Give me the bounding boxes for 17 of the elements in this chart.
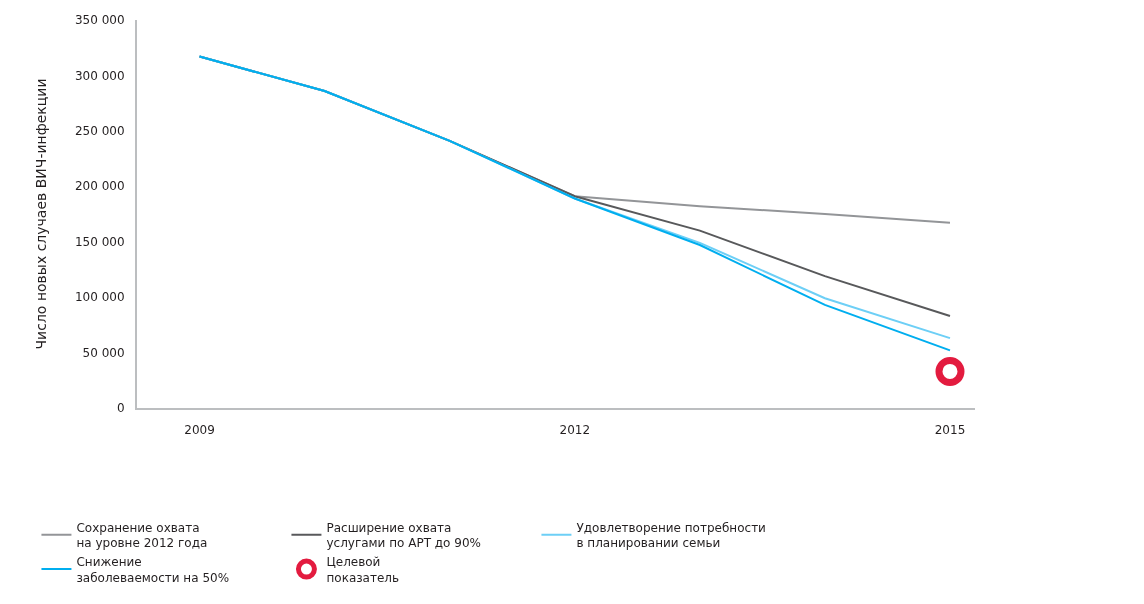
- y-tick-label: 250 000: [74, 124, 125, 139]
- y-tick-label: 350 000: [74, 13, 125, 28]
- y-tick-label: 150 000: [74, 234, 125, 249]
- x-tick-label: 2009: [184, 423, 215, 438]
- legend-label: Удовлетворение потребности в планировании семьи: [576, 520, 766, 551]
- x-tick-label: 2015: [934, 423, 966, 438]
- y-tick-label: 300 000: [74, 68, 125, 83]
- y-tick-label: 100 000: [74, 290, 125, 305]
- y-tick-label: 0: [116, 401, 125, 416]
- x-tick-label: 2012: [559, 423, 591, 438]
- legend-label: Целевой показатель: [326, 554, 400, 585]
- y-tick-label: 200 000: [74, 179, 125, 194]
- legend-label: Снижение заболеваемости на 50%: [76, 554, 230, 585]
- legend-label: Сохранение охвата на уровне 2012 года: [76, 520, 208, 551]
- legend-label: Расширение охвата услугами по АРТ до 90%: [326, 520, 481, 551]
- y-axis-title: Число новых случаев ВИЧ-инфекции: [33, 78, 50, 350]
- y-tick-label: 50 000: [82, 345, 125, 360]
